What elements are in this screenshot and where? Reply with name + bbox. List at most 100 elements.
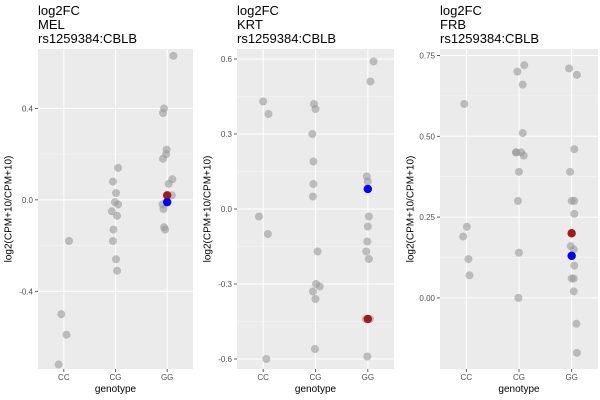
data-point — [113, 266, 122, 275]
data-point — [570, 145, 579, 154]
data-point — [311, 105, 320, 113]
data-point — [567, 196, 576, 205]
data-point — [164, 179, 173, 188]
data-point — [363, 352, 372, 361]
data-point — [514, 293, 523, 302]
data-point — [464, 255, 473, 264]
chart-title-line: rs1259384:CBLB — [38, 31, 137, 46]
data-point — [572, 348, 581, 357]
x-axis-title: genotype — [498, 384, 540, 395]
data-point — [462, 222, 471, 231]
y-tick-label: 0.6 — [221, 55, 233, 64]
highlight-point-red — [162, 191, 172, 200]
x-tick-label: CG — [513, 373, 525, 382]
x-tick-label: GG — [565, 373, 577, 382]
data-point — [515, 248, 523, 257]
y-tick-label: 0.25 — [419, 213, 435, 222]
data-point — [308, 192, 317, 201]
x-axis-title: genotype — [295, 384, 337, 395]
chart-title-line: FRB — [440, 17, 466, 32]
data-point — [169, 51, 178, 60]
highlight-point-blue — [162, 197, 172, 207]
data-point — [364, 212, 373, 221]
data-point — [254, 212, 263, 221]
data-point — [311, 295, 320, 303]
chart-title-line: log2FC — [38, 3, 80, 18]
data-point — [57, 310, 66, 319]
data-point — [363, 237, 372, 246]
x-axis-title: genotype — [95, 384, 137, 395]
data-point — [570, 261, 579, 270]
data-point — [309, 157, 318, 166]
data-point — [159, 154, 168, 163]
data-point — [161, 225, 170, 234]
data-point — [565, 64, 574, 73]
data-point — [310, 345, 319, 353]
highlight-point-blue — [363, 184, 373, 194]
data-point — [313, 247, 322, 256]
data-point — [114, 163, 123, 172]
data-point — [465, 271, 474, 280]
data-point — [159, 109, 168, 117]
data-point — [459, 232, 468, 241]
data-point — [511, 148, 520, 157]
data-point — [54, 360, 63, 369]
y-axis-title: log2(CPM+10/CPM+10) — [406, 156, 417, 263]
data-point — [363, 177, 372, 186]
data-point — [460, 99, 469, 108]
data-point — [62, 330, 71, 339]
data-point — [513, 67, 522, 76]
data-point — [572, 319, 581, 328]
x-tick-label: GG — [362, 373, 374, 382]
data-point — [515, 167, 523, 176]
data-point — [114, 200, 123, 209]
y-tick-label: 0.00 — [419, 294, 435, 303]
data-point — [364, 255, 373, 263]
y-tick-label: 0.0 — [22, 196, 34, 205]
x-tick-label: CC — [461, 373, 473, 382]
highlight-point-red — [363, 314, 373, 324]
data-point — [108, 177, 117, 186]
y-tick-label: -0.6 — [218, 355, 232, 364]
x-tick-label: CC — [58, 373, 70, 382]
data-point — [259, 97, 268, 106]
x-tick-label: GG — [161, 373, 173, 382]
highlight-point-red — [567, 229, 576, 238]
data-point — [519, 151, 528, 160]
data-point — [159, 205, 168, 213]
data-point — [109, 225, 118, 234]
chart-title-line: log2FC — [237, 3, 279, 18]
x-tick-label: CG — [310, 373, 322, 382]
data-point — [315, 282, 324, 291]
data-point — [112, 255, 121, 264]
data-point — [366, 77, 375, 86]
data-point — [569, 287, 578, 296]
chart-title-line: MEL — [38, 17, 65, 32]
y-tick-label: 0.4 — [22, 104, 34, 113]
data-point — [518, 129, 527, 138]
data-point — [569, 245, 578, 254]
y-axis-title: log2(CPM+10/CPM+10) — [203, 156, 214, 263]
data-point — [570, 209, 579, 218]
data-point — [263, 230, 272, 238]
y-tick-label: -0.4 — [19, 287, 33, 296]
y-tick-label: 0.75 — [419, 51, 435, 60]
data-point — [108, 237, 117, 245]
data-point — [113, 211, 122, 220]
data-point — [65, 237, 73, 245]
data-point — [566, 167, 575, 176]
chart-title-line: rs1259384:CBLB — [237, 31, 336, 46]
data-point — [362, 247, 371, 256]
x-tick-label: CC — [257, 373, 269, 382]
chart-title-line: rs1259384:CBLB — [440, 31, 539, 46]
data-point — [569, 274, 578, 283]
chart-title-line: log2FC — [440, 3, 482, 18]
y-tick-label: 0.3 — [221, 130, 233, 139]
data-point — [308, 130, 317, 138]
data-point — [264, 110, 273, 118]
x-tick-label: CG — [110, 373, 122, 382]
data-point — [308, 287, 317, 296]
